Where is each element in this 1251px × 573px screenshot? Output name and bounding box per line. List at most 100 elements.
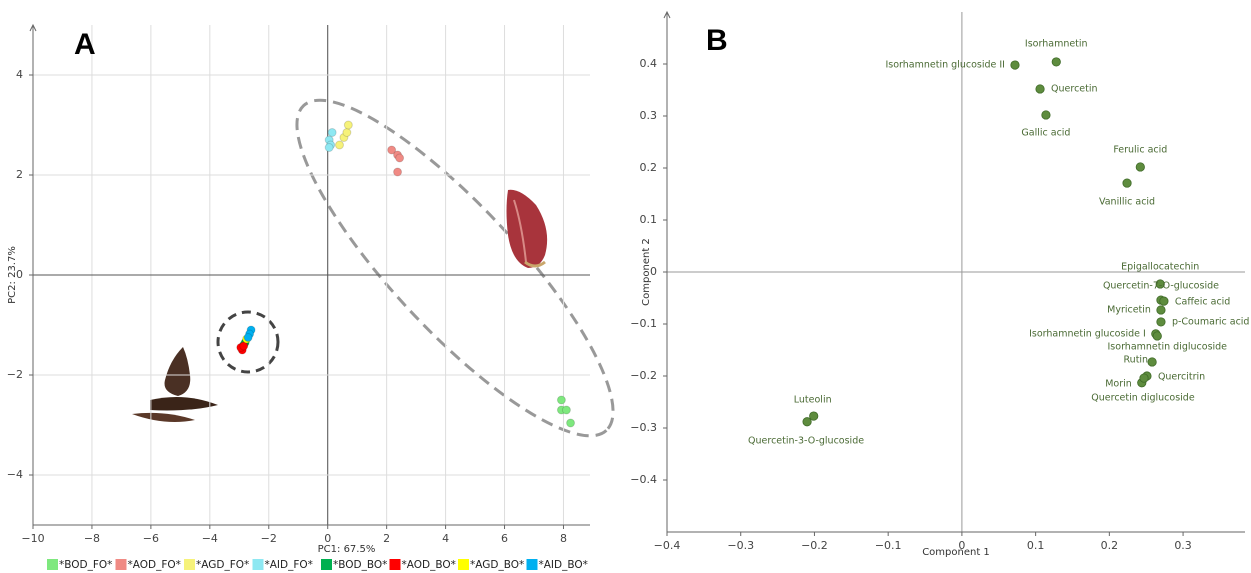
point [328,129,336,137]
y-axis-title: PC2: 23.7% [7,246,18,304]
point [1011,61,1019,69]
x-axis-title: PC1: 67.5% [318,544,376,555]
onion-skin-image [132,347,218,422]
x-tick-label: −10 [21,532,44,545]
y-tick-label: 0.1 [640,213,658,226]
y-tick-label: −0.2 [630,369,657,382]
panel-label: B [706,24,728,57]
point [1042,111,1050,119]
y-tick-label: −0.3 [630,421,657,434]
point-label: Isorhamnetin glucoside I [1029,328,1146,339]
point [244,334,252,342]
y-tick-label: 0.4 [640,57,658,70]
group-ellipse [258,63,651,472]
y-tick-label: −0.1 [630,317,657,330]
point-label: Vanillic acid [1099,197,1155,208]
point [567,419,575,427]
legend-label: *AGD_BO* [470,559,524,571]
y-tick-label: 4 [16,68,23,81]
point [344,121,352,129]
figure: B −10−8−6−4−202468−4−2024PC1: 67.5%PC2: … [0,0,1251,573]
x-tick-label: −0.2 [801,539,828,552]
point [1140,374,1148,382]
point-label: Quercetin [1051,83,1098,94]
x-tick-label: −0.4 [654,539,681,552]
point [1157,306,1165,314]
point [1136,163,1144,171]
x-tick-label: −8 [84,532,100,545]
y-tick-label: −2 [7,368,23,381]
onion-bulb-image [507,190,548,268]
y-tick-label: 0.2 [640,161,658,174]
point-label: Isorhamnetin [1025,38,1088,49]
point-label: Epigallocatechin [1121,261,1199,272]
panel-label: A [74,28,96,61]
y-tick-label: −4 [7,468,23,481]
legend-swatch [458,559,469,570]
legend-label: *AOD_FO* [128,559,181,571]
point-label: Myricetin [1107,304,1151,315]
point [1036,85,1044,93]
x-tick-label: −2 [261,532,277,545]
point [396,154,404,162]
x-tick-label: −6 [143,532,159,545]
point [1148,358,1156,366]
point-label: p-Coumaric acid [1172,316,1250,327]
legend-label: *AID_FO* [265,559,313,571]
x-tick-label: 4 [442,532,449,545]
point-label: Caffeic acid [1175,297,1230,308]
point-label: Quercetin diglucoside [1091,393,1195,404]
point [343,129,351,137]
point [1157,318,1165,326]
y-tick-label: 2 [16,168,23,181]
x-tick-label: −4 [202,532,218,545]
x-tick-label: 6 [501,532,508,545]
point [557,396,565,404]
point-label: Luteolin [794,395,832,406]
legend-label: *BOD_BO* [333,559,387,571]
point-label: Quercitrin [1158,372,1205,383]
legend-label: *AGD_FO* [196,559,249,571]
point [810,412,818,420]
point [335,141,343,149]
legend-swatch [390,559,401,570]
point-label: Gallic acid [1021,127,1070,138]
point-label: Isorhamnetin glucoside II [885,60,1004,71]
legend-swatch [253,559,264,570]
x-tick-label: −0.3 [727,539,754,552]
plot: −0.4−0.3−0.2−0.100.10.20.3−0.4−0.3−0.2−0… [630,12,1249,558]
point [562,406,570,414]
point [803,418,811,426]
x-tick-label: 0.1 [1027,539,1045,552]
y-tick-label: 0.3 [640,109,658,122]
x-tick-label: 8 [560,532,567,545]
point-label: Isorhamnetin diglucoside [1108,341,1228,352]
point-label: Morin [1105,378,1132,389]
point [325,144,333,152]
point-label: Rutin [1124,354,1149,365]
legend-swatch [116,559,127,570]
legend-swatch [184,559,195,570]
x-tick-label: 2 [383,532,390,545]
x-tick-label: −0.1 [875,539,902,552]
point [394,168,402,176]
point [1123,179,1131,187]
x-tick-label: 0.3 [1174,539,1192,552]
point [1052,58,1060,66]
legend-swatch [47,559,58,570]
y-axis-title: Component 2 [641,238,652,306]
legend-label: *AID_BO* [539,559,588,571]
point [1160,297,1168,305]
point-label: Quercetin-3-O-glucoside [748,435,864,446]
x-axis-title: Component 1 [922,547,990,558]
y-tick-label: −0.4 [630,473,657,486]
legend-label: *BOD_FO* [59,559,112,571]
point [1153,332,1161,340]
legend-swatch [527,559,538,570]
point-label: Quercetin-7-O-glucoside [1103,281,1219,292]
x-tick-label: 0.2 [1101,539,1119,552]
point-label: Ferulic acid [1113,144,1167,155]
legend-swatch [321,559,332,570]
legend-label: *AOD_BO* [402,559,456,571]
